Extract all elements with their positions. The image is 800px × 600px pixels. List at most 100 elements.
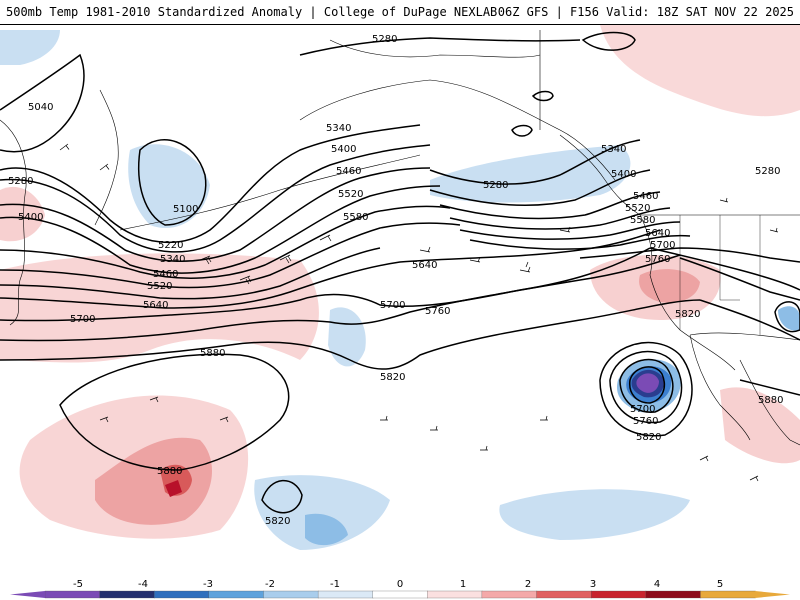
contour-5400-west	[0, 185, 441, 274]
wind-barb	[480, 445, 488, 451]
contour-label: 5880	[157, 466, 182, 477]
contour-low-outer	[599, 341, 693, 437]
wind-barb	[519, 261, 531, 273]
contour-small-ellipse-3	[511, 124, 533, 137]
border-us-mexico	[689, 332, 800, 341]
contour-label: 5280	[483, 180, 508, 191]
contour-label: 5880	[200, 348, 225, 359]
colorbar-tick-label: -3	[203, 579, 213, 590]
colorbar: -5 -4 -3 -2 -1 0 1 2 3 4 5	[10, 579, 790, 599]
colorbar-swatch	[700, 590, 756, 599]
contour-5040	[0, 53, 85, 153]
colorbar-swatch	[427, 590, 483, 599]
colorbar-swatch	[372, 590, 428, 599]
wind-barb	[380, 415, 388, 421]
contour-label: 5340	[160, 254, 185, 265]
anomaly-map: 5280 5040 5280 5400 5100 5220 5340 5460 …	[0, 25, 800, 575]
anomaly-warm-mexico	[720, 387, 800, 464]
contour-label: 5400	[18, 212, 43, 223]
contour-label: 5640	[412, 260, 437, 271]
wind-barb	[749, 475, 759, 482]
colorbar-arrow-left	[10, 591, 45, 598]
contour-small-ellipse-2	[531, 90, 554, 102]
colorbar-tick-label: -1	[330, 579, 340, 590]
contour-5460-east	[449, 207, 671, 230]
coastline-asia-east	[0, 119, 27, 326]
contour-label: 5640	[143, 300, 168, 311]
wind-barb	[769, 227, 779, 233]
colorbar-swatches	[10, 590, 790, 599]
coastline-alaska-north	[329, 39, 541, 58]
coastline-baja	[689, 334, 751, 441]
coastline-kamchatka	[94, 89, 119, 226]
border-state-2	[719, 215, 740, 301]
contour-label: 5520	[338, 189, 363, 200]
wind-barb	[149, 396, 159, 403]
contour-5460	[0, 205, 451, 279]
colorbar-arrow-right	[755, 591, 790, 598]
contour-label: 5580	[630, 215, 655, 226]
anomaly-warm-west-asia	[0, 186, 45, 242]
colorbar-swatch	[481, 590, 538, 599]
wind-barb	[219, 416, 229, 423]
colorbar-swatch	[263, 590, 319, 599]
colorbar-tick-label: 4	[654, 579, 660, 590]
colorbar-swatch	[44, 590, 101, 599]
contour-5640	[0, 229, 661, 309]
anomaly-cool-gulf	[430, 145, 631, 203]
coastline-alaska-south	[299, 79, 616, 181]
anomaly-warm-northeast	[600, 25, 800, 117]
contour-5760	[0, 254, 681, 342]
contour-north-5280	[299, 37, 581, 56]
contour-label: 5520	[625, 203, 650, 214]
colorbar-tick-label: 5	[717, 579, 723, 590]
wind-barb	[59, 143, 70, 151]
contour-label: 5880	[758, 395, 783, 406]
contour-5700-east	[649, 247, 800, 291]
contour-label: 5520	[147, 281, 172, 292]
anomaly-warm-deep	[165, 480, 182, 497]
colorbar-swatch	[645, 590, 702, 599]
contour-5580-east	[469, 234, 691, 250]
contour-low-inner	[619, 358, 674, 413]
wind-barb	[430, 425, 438, 431]
colorbar-tick-label: -4	[138, 579, 148, 590]
colorbar-tick-label: 0	[397, 579, 403, 590]
colorbar-swatch	[208, 590, 265, 599]
wind-barb	[279, 254, 292, 264]
contour-5100	[138, 139, 207, 226]
colorbar-tick-label: -5	[73, 579, 83, 590]
colorbar-swatch	[591, 590, 647, 599]
wind-barb	[99, 163, 110, 171]
contour-label: 5100	[173, 204, 198, 215]
colorbar-swatch	[536, 590, 592, 599]
anomaly-cool-low-core	[636, 373, 659, 393]
contour-label: 5040	[28, 102, 53, 113]
contour-label: 5400	[611, 169, 636, 180]
anomaly-cool-scatter-east	[499, 489, 690, 540]
contour-5400-east	[439, 191, 661, 220]
contour-5520-east	[459, 221, 681, 240]
anomaly-cool-central	[328, 307, 366, 367]
contour-east-closed	[774, 301, 800, 333]
wind-barb	[239, 275, 252, 285]
contour-5880-east	[739, 379, 800, 396]
colorbar-swatch	[154, 590, 210, 599]
contour-5340-east	[429, 169, 651, 206]
contour-label: 5220	[158, 240, 183, 251]
contour-label: 5280	[8, 176, 33, 187]
contour-small-ellipse	[581, 31, 636, 51]
contour-label: 5340	[601, 144, 626, 155]
contour-label: 5460	[633, 191, 658, 202]
contour-label: 5760	[425, 306, 450, 317]
map-header: 500mb Temp 1981-2010 Standardized Anomal…	[0, 0, 800, 25]
wind-barb	[419, 246, 431, 253]
colorbar-tick-label: 1	[460, 579, 466, 590]
wind-barb	[319, 234, 332, 242]
contour-label: 5460	[336, 166, 361, 177]
wind-barbs	[59, 143, 779, 482]
contour-label: 5820	[675, 309, 700, 320]
contour-labels: 5280 5040 5280 5400 5100 5220 5340 5460 …	[8, 34, 783, 527]
colorbar-ticks: -5 -4 -3 -2 -1 0 1 2 3 4 5	[73, 579, 723, 590]
contour-label: 5280	[755, 166, 780, 177]
